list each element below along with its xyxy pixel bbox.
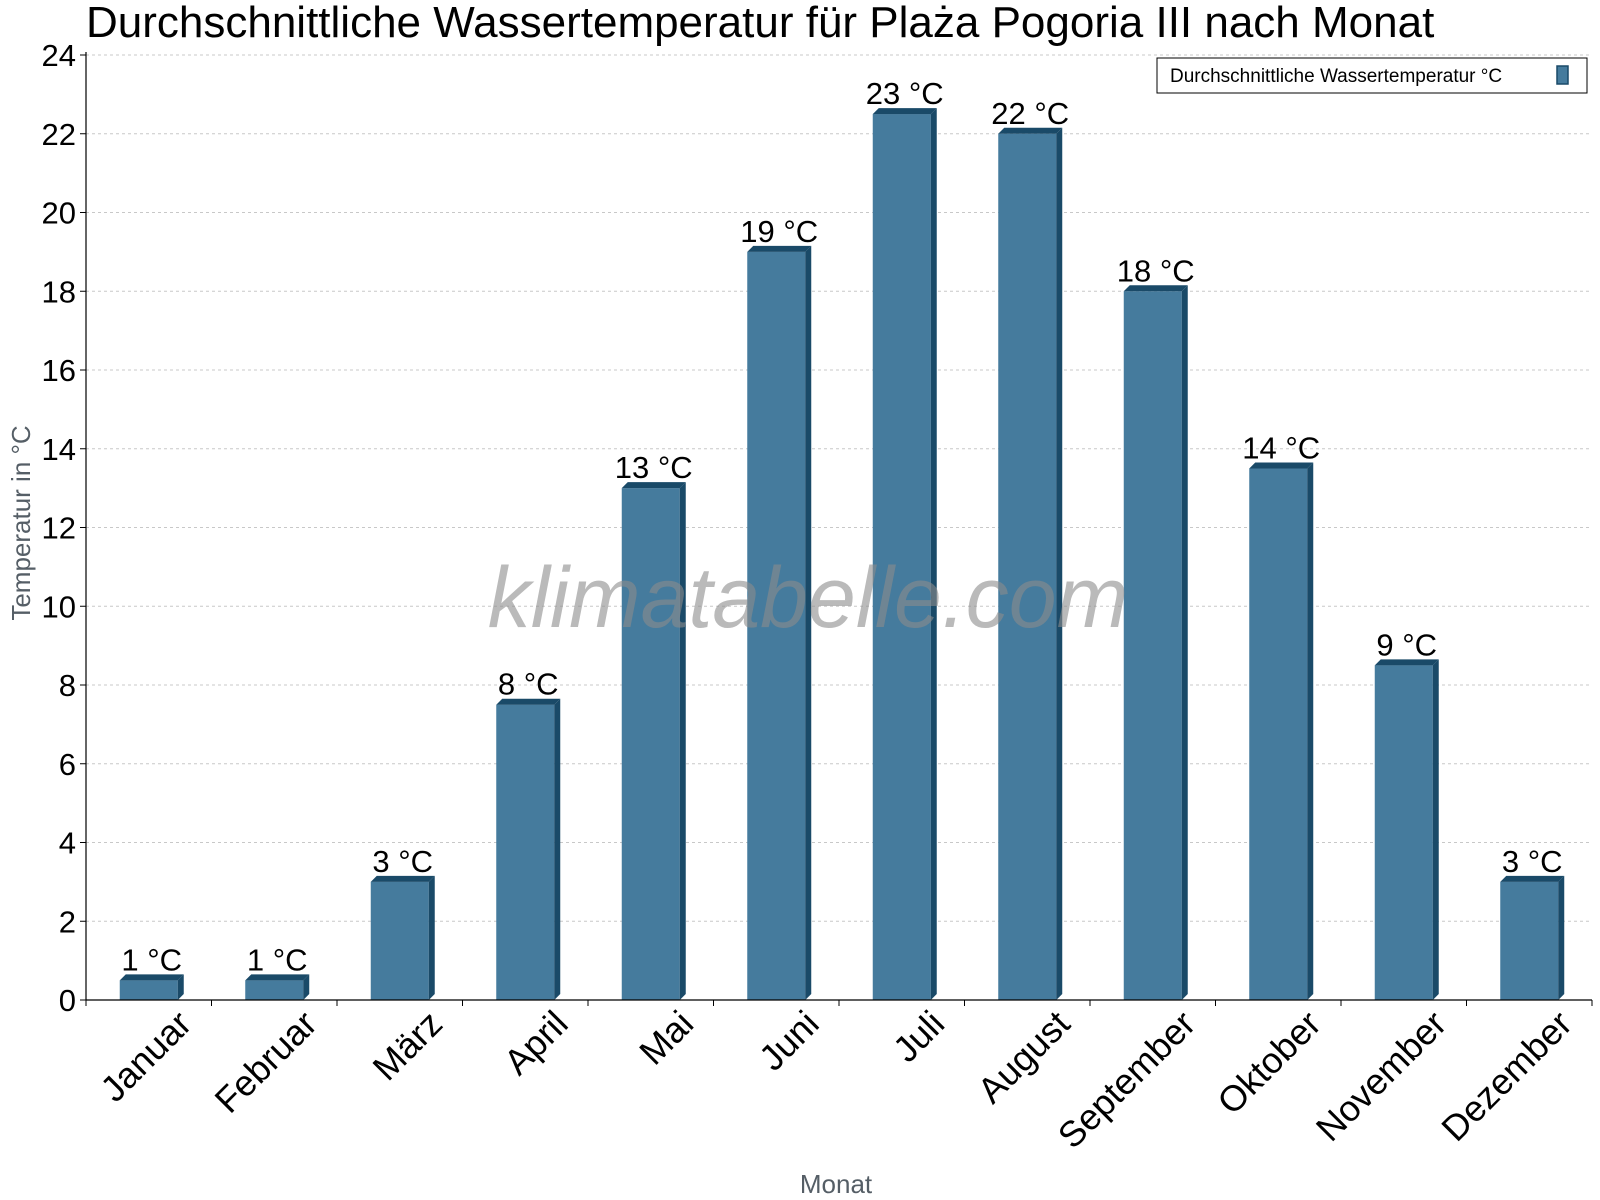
- y-tick-label: 10: [42, 589, 76, 624]
- legend: Durchschnittliche Wassertemperatur °C: [1156, 57, 1588, 94]
- legend-box: [1156, 57, 1588, 94]
- data-label: 3 °C: [1502, 844, 1563, 879]
- bar-front: [1123, 291, 1182, 1000]
- bar-januar: [119, 974, 184, 1000]
- data-label: 23 °C: [866, 76, 944, 111]
- bar-top: [1249, 462, 1314, 469]
- bar-side: [1056, 127, 1063, 1000]
- bar-top: [998, 127, 1063, 134]
- bar-front: [872, 114, 931, 1000]
- data-label: 8 °C: [498, 667, 559, 702]
- bar-front: [747, 251, 806, 1000]
- bar-front: [496, 704, 555, 1000]
- bar-top: [1500, 875, 1565, 882]
- bar-top: [119, 974, 184, 981]
- bar-juli: [872, 108, 937, 1000]
- bar-front: [998, 133, 1057, 1000]
- bar-side: [1307, 462, 1314, 1000]
- axes: [80, 52, 1593, 1006]
- data-labels: 1 °C 1 °C 3 °C 8 °C 13 °C 19 °C 23 °C 22 °C 18 °…: [121, 76, 1562, 977]
- bar-oktober: [1249, 462, 1314, 1000]
- bar-november: [1374, 659, 1439, 1000]
- bar-top: [1123, 285, 1188, 292]
- bar-side: [1432, 659, 1439, 1000]
- y-tick-label: 6: [59, 747, 76, 782]
- bar-top: [245, 974, 310, 981]
- data-label: 1 °C: [121, 942, 182, 977]
- y-tick-label: 2: [59, 904, 76, 939]
- bar-side: [805, 245, 812, 1000]
- bar-front: [370, 881, 429, 1000]
- y-tick-label: 12: [42, 511, 76, 546]
- y-axis-title: Temperatur in °C: [6, 425, 36, 620]
- bar-top: [747, 245, 812, 252]
- data-label: 19 °C: [740, 214, 818, 249]
- data-label: 1 °C: [247, 942, 308, 977]
- bar-side: [930, 108, 937, 1000]
- bar-side: [1181, 285, 1188, 1000]
- bar-top: [1374, 659, 1439, 666]
- bar-front: [1500, 881, 1559, 1000]
- data-label: 22 °C: [991, 96, 1069, 131]
- bar-front: [621, 488, 680, 1000]
- bar-top: [872, 108, 937, 115]
- data-label: 13 °C: [615, 450, 693, 485]
- data-label: 3 °C: [372, 844, 433, 879]
- bar-front: [245, 980, 304, 1000]
- y-tick-label: 22: [42, 117, 76, 152]
- bar-top: [621, 482, 686, 489]
- y-tick-label: 16: [42, 353, 76, 388]
- y-tick-label: 14: [42, 432, 76, 467]
- bar-top: [370, 875, 435, 882]
- bar-august: [998, 127, 1063, 1000]
- chart-title: Durchschnittliche Wassertemperatur für P…: [86, 0, 1434, 47]
- bar-mai: [621, 482, 686, 1000]
- bars: [119, 108, 1565, 1000]
- bar-side: [428, 875, 435, 1000]
- bar-dezember: [1500, 875, 1565, 1000]
- bar-side: [303, 974, 310, 1000]
- bar-februar: [245, 974, 310, 1000]
- bar-side: [177, 974, 184, 1000]
- bar-side: [554, 698, 561, 1000]
- bar-april: [496, 698, 561, 1000]
- data-label: 14 °C: [1242, 430, 1320, 465]
- y-tick-label: 20: [42, 196, 76, 231]
- x-axis-title: Monat: [800, 1169, 873, 1199]
- bar-juni: [747, 245, 812, 1000]
- bar-side: [679, 482, 686, 1000]
- legend-swatch: [1556, 65, 1569, 85]
- bar-märz: [370, 875, 435, 1000]
- bar-front: [1249, 468, 1308, 1000]
- data-label: 18 °C: [1117, 253, 1195, 288]
- bar-september: [1123, 285, 1188, 1000]
- bar-side: [1558, 875, 1565, 1000]
- y-tick-label: 18: [42, 274, 76, 309]
- y-tick-label: 4: [59, 826, 76, 861]
- bar-top: [496, 698, 561, 705]
- gridlines: [86, 54, 1592, 922]
- legend-label: Durchschnittliche Wassertemperatur °C: [1170, 66, 1502, 87]
- watermark: klimatabelle.com: [488, 550, 1128, 646]
- y-tick-label: 24: [42, 38, 76, 73]
- y-tick-label: 0: [59, 983, 76, 1018]
- y-tick-label: 8: [59, 668, 76, 703]
- bar-front: [1374, 665, 1433, 1000]
- data-label: 9 °C: [1376, 627, 1437, 662]
- bar-front: [119, 980, 178, 1000]
